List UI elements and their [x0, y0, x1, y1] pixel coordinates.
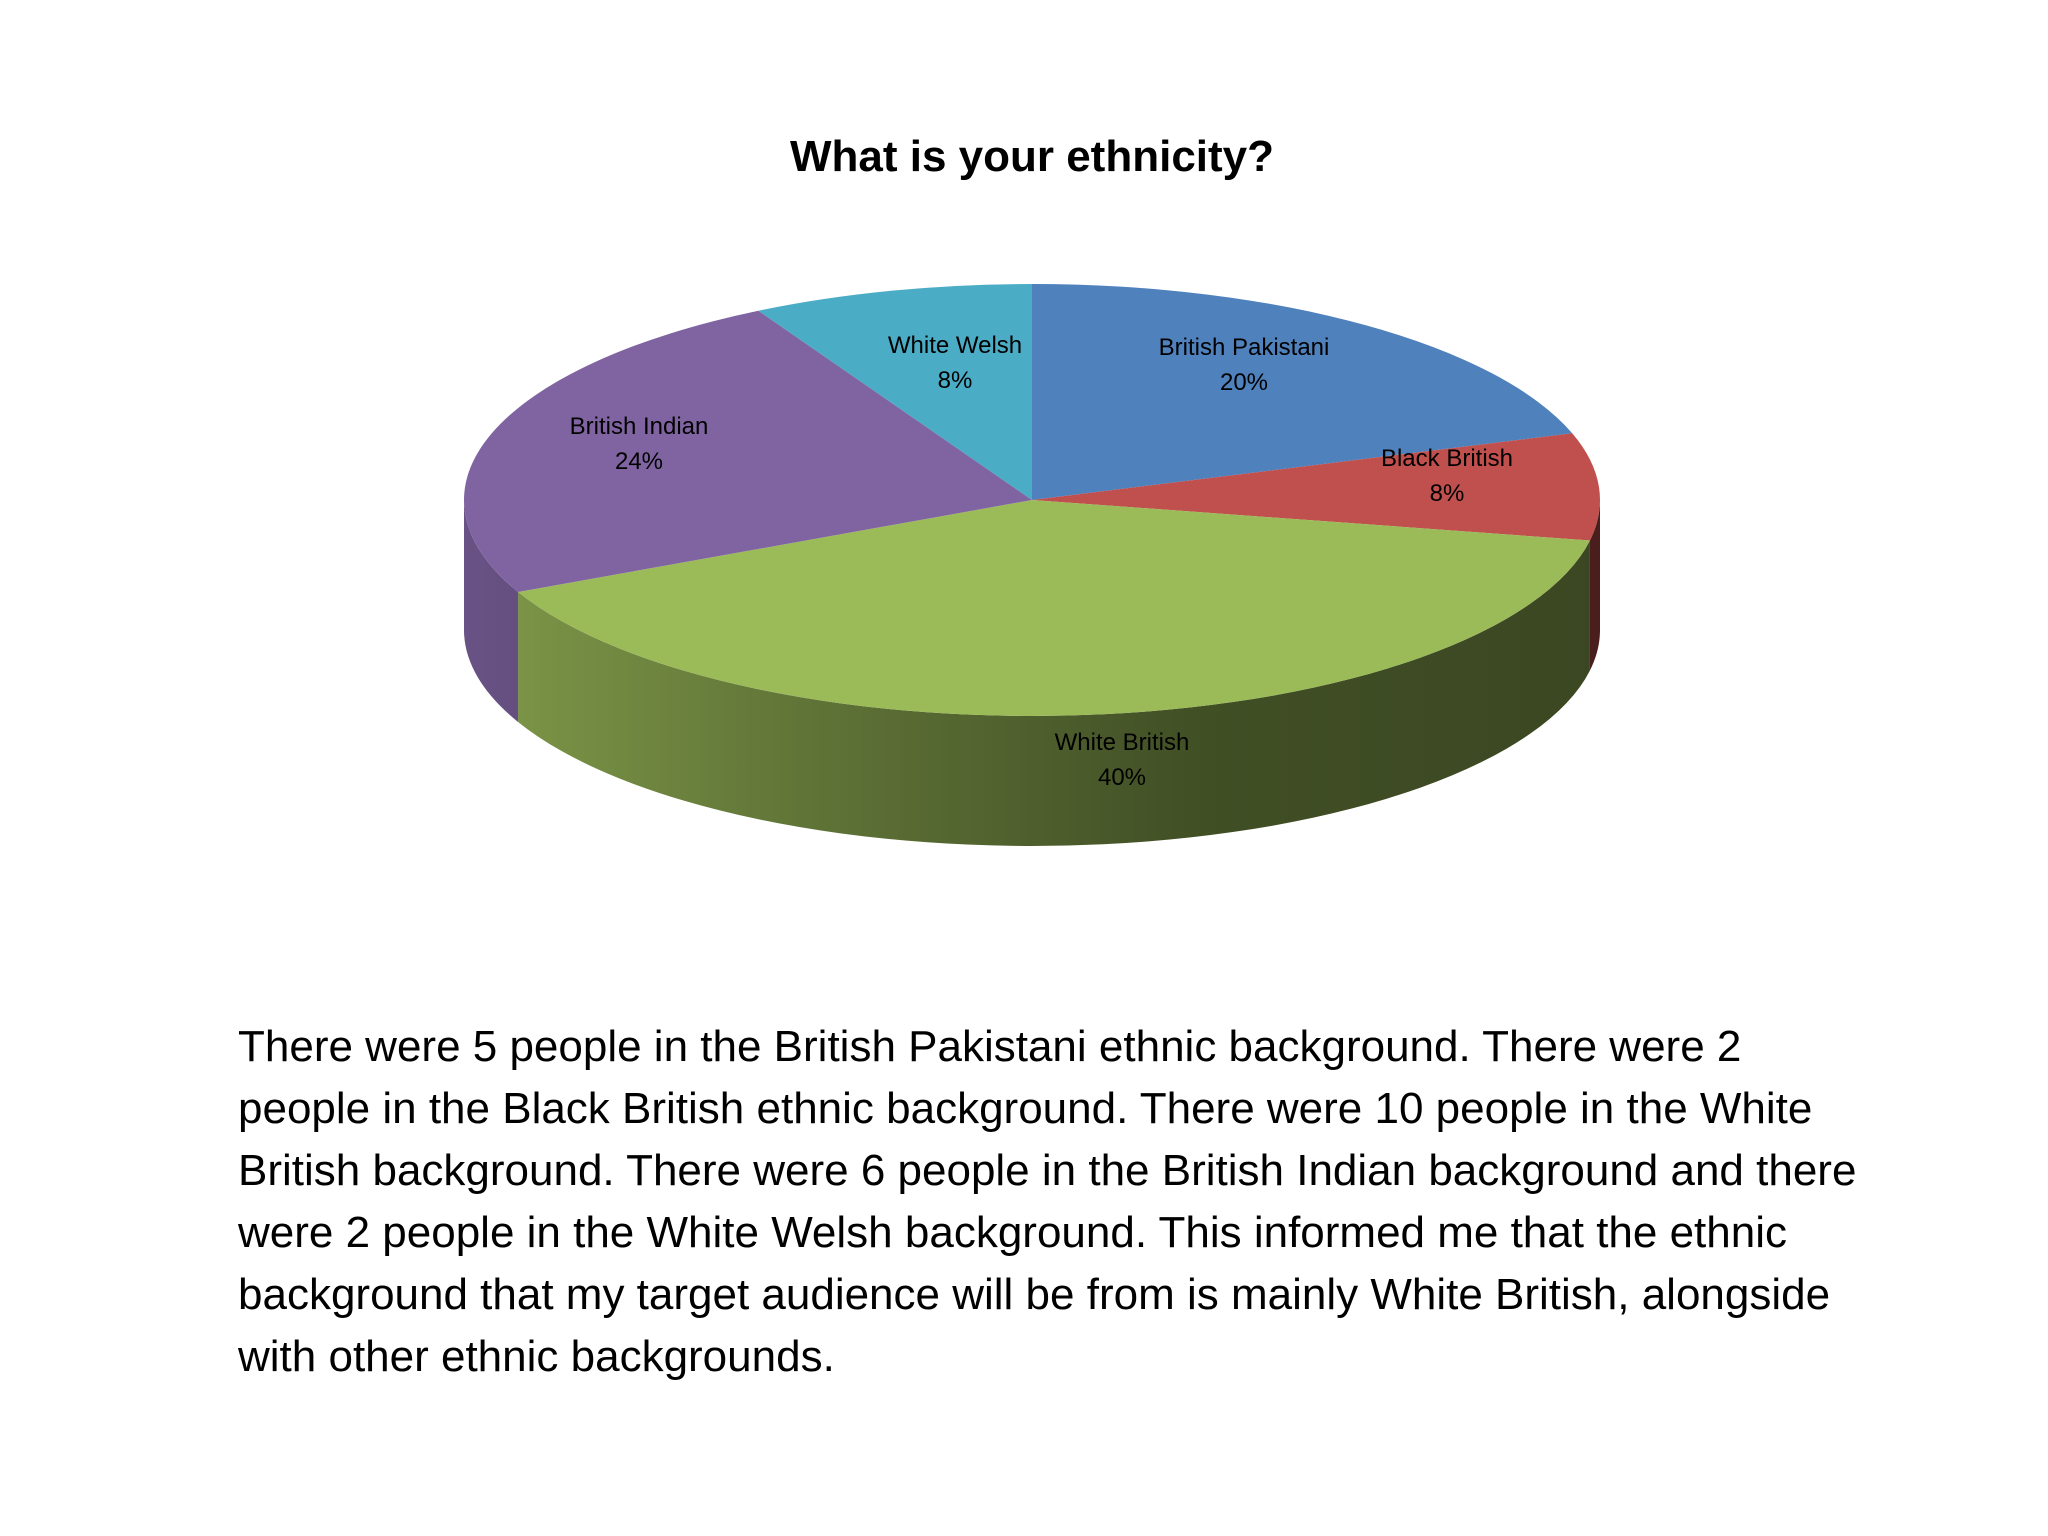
slice-label-3: British Indian [570, 413, 709, 440]
slice-percent-2: 40% [1098, 764, 1146, 791]
pie-slice-0 [1032, 284, 1573, 500]
pie-slice-2 [518, 500, 1590, 716]
pie-side-3 [464, 500, 519, 722]
slice-label-4: White Welsh [888, 332, 1022, 359]
pie-side-2 [518, 540, 1590, 847]
summary-paragraph: There were 5 people in the British Pakis… [238, 1022, 1857, 1381]
pie-side-1 [1589, 500, 1600, 671]
slice-percent-1: 8% [1430, 480, 1465, 507]
slice-label-1: Black British [1381, 445, 1513, 472]
slice-label-0: British Pakistani [1159, 334, 1330, 361]
slice-percent-4: 8% [938, 367, 973, 394]
pie-slice-4 [758, 284, 1032, 500]
slice-percent-3: 24% [615, 448, 663, 475]
chart-title: What is your ethnicity? [789, 132, 1275, 181]
pie-slice-3 [463, 310, 1033, 592]
slice-percent-0: 20% [1220, 369, 1268, 396]
pie-slice-1 [1032, 433, 1600, 541]
slice-label-2: White British [1055, 729, 1190, 756]
